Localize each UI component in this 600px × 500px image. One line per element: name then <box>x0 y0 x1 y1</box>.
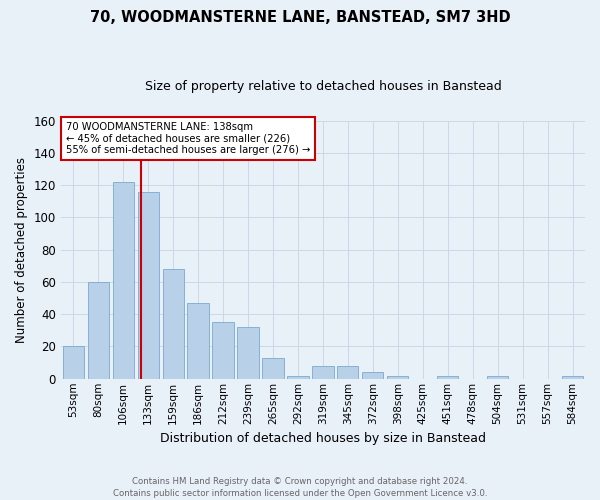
Bar <box>387 376 409 379</box>
Bar <box>187 303 209 379</box>
Bar <box>113 182 134 379</box>
Text: 70 WOODMANSTERNE LANE: 138sqm
← 45% of detached houses are smaller (226)
55% of : 70 WOODMANSTERNE LANE: 138sqm ← 45% of d… <box>66 122 310 155</box>
X-axis label: Distribution of detached houses by size in Banstead: Distribution of detached houses by size … <box>160 432 486 445</box>
Bar <box>62 346 84 379</box>
Bar <box>212 322 233 379</box>
Bar <box>137 192 159 379</box>
Bar <box>238 327 259 379</box>
Bar <box>337 366 358 379</box>
Text: 70, WOODMANSTERNE LANE, BANSTEAD, SM7 3HD: 70, WOODMANSTERNE LANE, BANSTEAD, SM7 3H… <box>89 10 511 25</box>
Bar <box>562 376 583 379</box>
Y-axis label: Number of detached properties: Number of detached properties <box>15 156 28 342</box>
Bar <box>88 282 109 379</box>
Bar <box>437 376 458 379</box>
Bar <box>287 376 308 379</box>
Bar <box>262 358 284 379</box>
Text: Contains HM Land Registry data © Crown copyright and database right 2024.
Contai: Contains HM Land Registry data © Crown c… <box>113 476 487 498</box>
Bar <box>312 366 334 379</box>
Title: Size of property relative to detached houses in Banstead: Size of property relative to detached ho… <box>145 80 501 93</box>
Bar <box>163 269 184 379</box>
Bar <box>362 372 383 379</box>
Bar <box>487 376 508 379</box>
